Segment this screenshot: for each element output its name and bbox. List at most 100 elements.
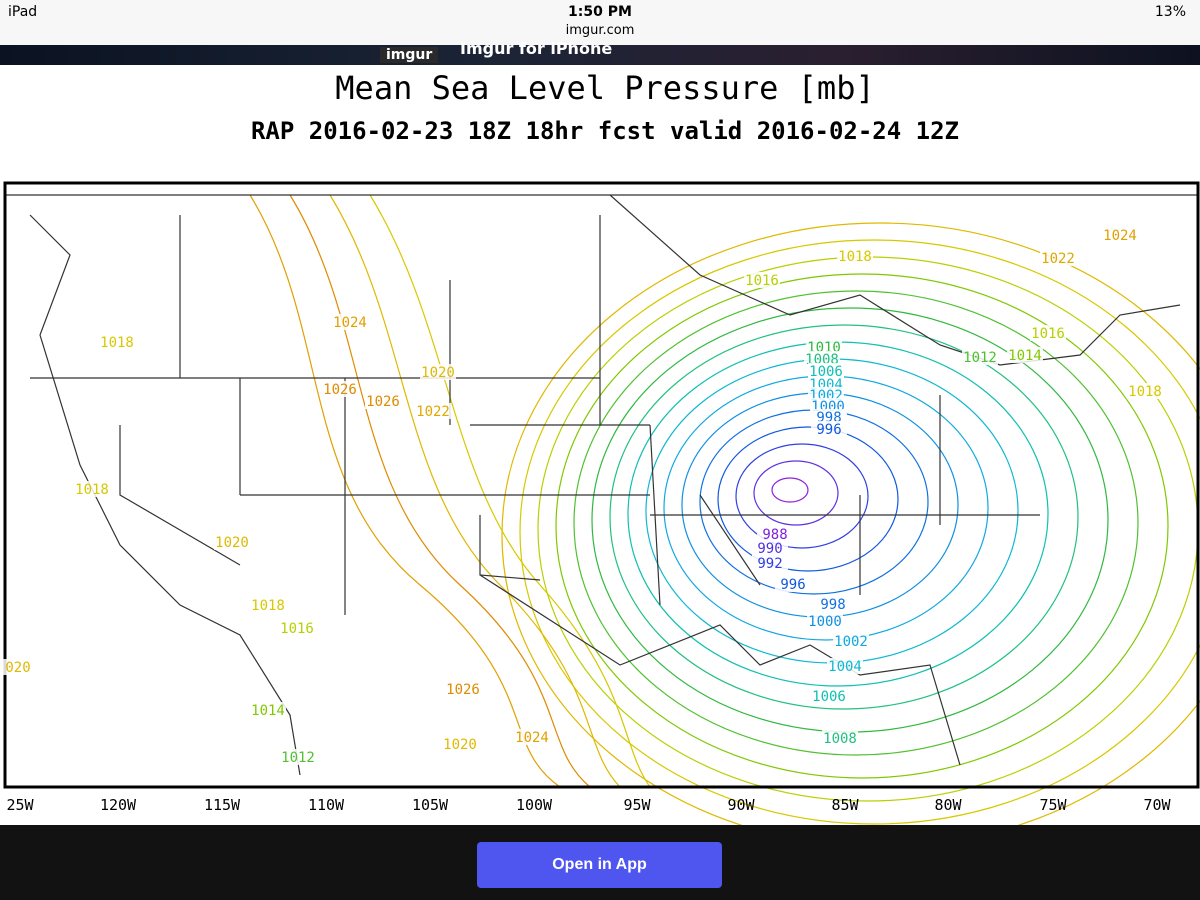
contour-label-bg — [0, 659, 36, 675]
contour-label-bg — [837, 248, 873, 264]
longitude-label: 115W — [204, 796, 241, 814]
longitude-label: 80W — [934, 796, 962, 814]
map-frame — [3, 181, 1200, 789]
contour-label-bg — [74, 481, 110, 497]
contour-line — [501, 222, 1200, 825]
contour-label: 1026 — [446, 682, 480, 698]
clock: 1:50 PM — [568, 4, 632, 20]
longitude-label: 120W — [100, 796, 137, 814]
contour-label-bg — [822, 730, 858, 746]
contour-label-bg — [514, 729, 550, 745]
contour-line — [735, 443, 869, 549]
longitude-label: 85W — [831, 796, 859, 814]
contour-label: 1012 — [963, 350, 997, 366]
longitude-label: 95W — [623, 796, 651, 814]
contour-label-bg — [250, 597, 286, 613]
contour-label-bg — [1007, 347, 1043, 363]
contour-label-bg — [1127, 383, 1163, 399]
map-subtitle: RAP 2016-02-23 18Z 18hr fcst valid 2016-… — [251, 117, 959, 145]
contour-line — [573, 290, 1139, 756]
status-bar: iPad 1:50 PM imgur.com 13% — [0, 0, 1200, 45]
battery: 13% — [1154, 4, 1186, 20]
longitude-label: 75W — [1039, 796, 1067, 814]
contour-line — [519, 239, 1200, 825]
contour-label: 1026 — [323, 382, 357, 398]
contour-label: 1000 — [808, 614, 842, 630]
longitude-label: 25W — [6, 796, 34, 814]
contour-label: 998 — [820, 597, 845, 613]
contour-line — [537, 256, 1199, 802]
contour-line — [717, 426, 899, 572]
contour-label: 020 — [5, 660, 30, 676]
contour-label-bg — [1040, 250, 1076, 266]
contour-line — [771, 477, 809, 503]
contour-label-bg — [808, 363, 844, 379]
contour-line — [555, 273, 1169, 779]
contour-label-bg — [775, 576, 811, 592]
contour-label: 1012 — [281, 750, 315, 766]
contour-label: 1018 — [75, 482, 109, 498]
contour-label-bg — [332, 314, 368, 330]
contour-label-bg — [815, 596, 851, 612]
contour-label-bg — [752, 540, 788, 556]
contour-label: 1006 — [812, 689, 846, 705]
contour-label: 996 — [816, 422, 841, 438]
contour-label: 1004 — [828, 659, 862, 675]
contour-label: 1014 — [1008, 348, 1042, 364]
longitude-label: 110W — [308, 796, 345, 814]
contour-label-bg — [415, 403, 451, 419]
contours — [249, 194, 1200, 825]
borders — [5, 194, 1198, 776]
contour-label-bg — [99, 334, 135, 350]
contour-label-bg — [214, 534, 250, 550]
contour-label: 1020 — [421, 365, 455, 381]
contour-label: 992 — [757, 556, 782, 572]
contour-label: 1008 — [823, 731, 857, 747]
longitude-label: 105W — [412, 796, 449, 814]
contour-label: 1022 — [1041, 251, 1075, 267]
contour-label-bg — [279, 620, 315, 636]
contour-label-bg — [365, 393, 401, 409]
contour-label-bg — [811, 688, 847, 704]
contour-label: 1018 — [1128, 384, 1162, 400]
contour-label: 1014 — [251, 703, 285, 719]
contour-label-bg — [757, 526, 793, 542]
contour-label-bg — [250, 702, 286, 718]
contour-line — [329, 194, 621, 788]
longitude-label: 90W — [727, 796, 755, 814]
device-name: iPad — [8, 4, 38, 20]
contour-label: 996 — [780, 577, 805, 593]
contour-label: 1018 — [251, 598, 285, 614]
contour-label-bg — [962, 349, 998, 365]
contour-line — [249, 194, 561, 788]
open-in-app-button[interactable]: Open in App — [477, 842, 722, 888]
contour-label: 1018 — [838, 249, 872, 265]
contour-label-bg — [445, 681, 481, 697]
contour-label: 1016 — [1031, 326, 1065, 342]
app-banner[interactable]: imgur Imgur for iPhone — [0, 39, 1200, 65]
contour-label: 1020 — [215, 535, 249, 551]
contour-label: 1024 — [1103, 228, 1137, 244]
contour-label: 988 — [762, 527, 787, 543]
contour-label: 1016 — [280, 621, 314, 637]
contour-label-bg — [807, 613, 843, 629]
banner-text: Imgur for iPhone — [460, 39, 613, 58]
contour-label-bg — [744, 272, 780, 288]
contour-label: 1020 — [443, 737, 477, 753]
longitude-label: 100W — [516, 796, 553, 814]
contour-label-bg — [1030, 325, 1066, 341]
contour-label: 1016 — [745, 273, 779, 289]
url[interactable]: imgur.com — [565, 23, 635, 38]
contour-label-bg — [833, 633, 869, 649]
contour-label-bg — [752, 555, 788, 571]
contour-label-bg — [827, 658, 863, 674]
contour-label: 1018 — [100, 335, 134, 351]
contour-label: 1002 — [834, 634, 868, 650]
contour-label: 990 — [757, 541, 782, 557]
contour-label-bg — [811, 421, 847, 437]
contour-line — [699, 409, 929, 595]
map-title: Mean Sea Level Pressure [mb] — [335, 69, 874, 107]
contour-line — [369, 194, 651, 788]
contour-label-bg — [322, 381, 358, 397]
